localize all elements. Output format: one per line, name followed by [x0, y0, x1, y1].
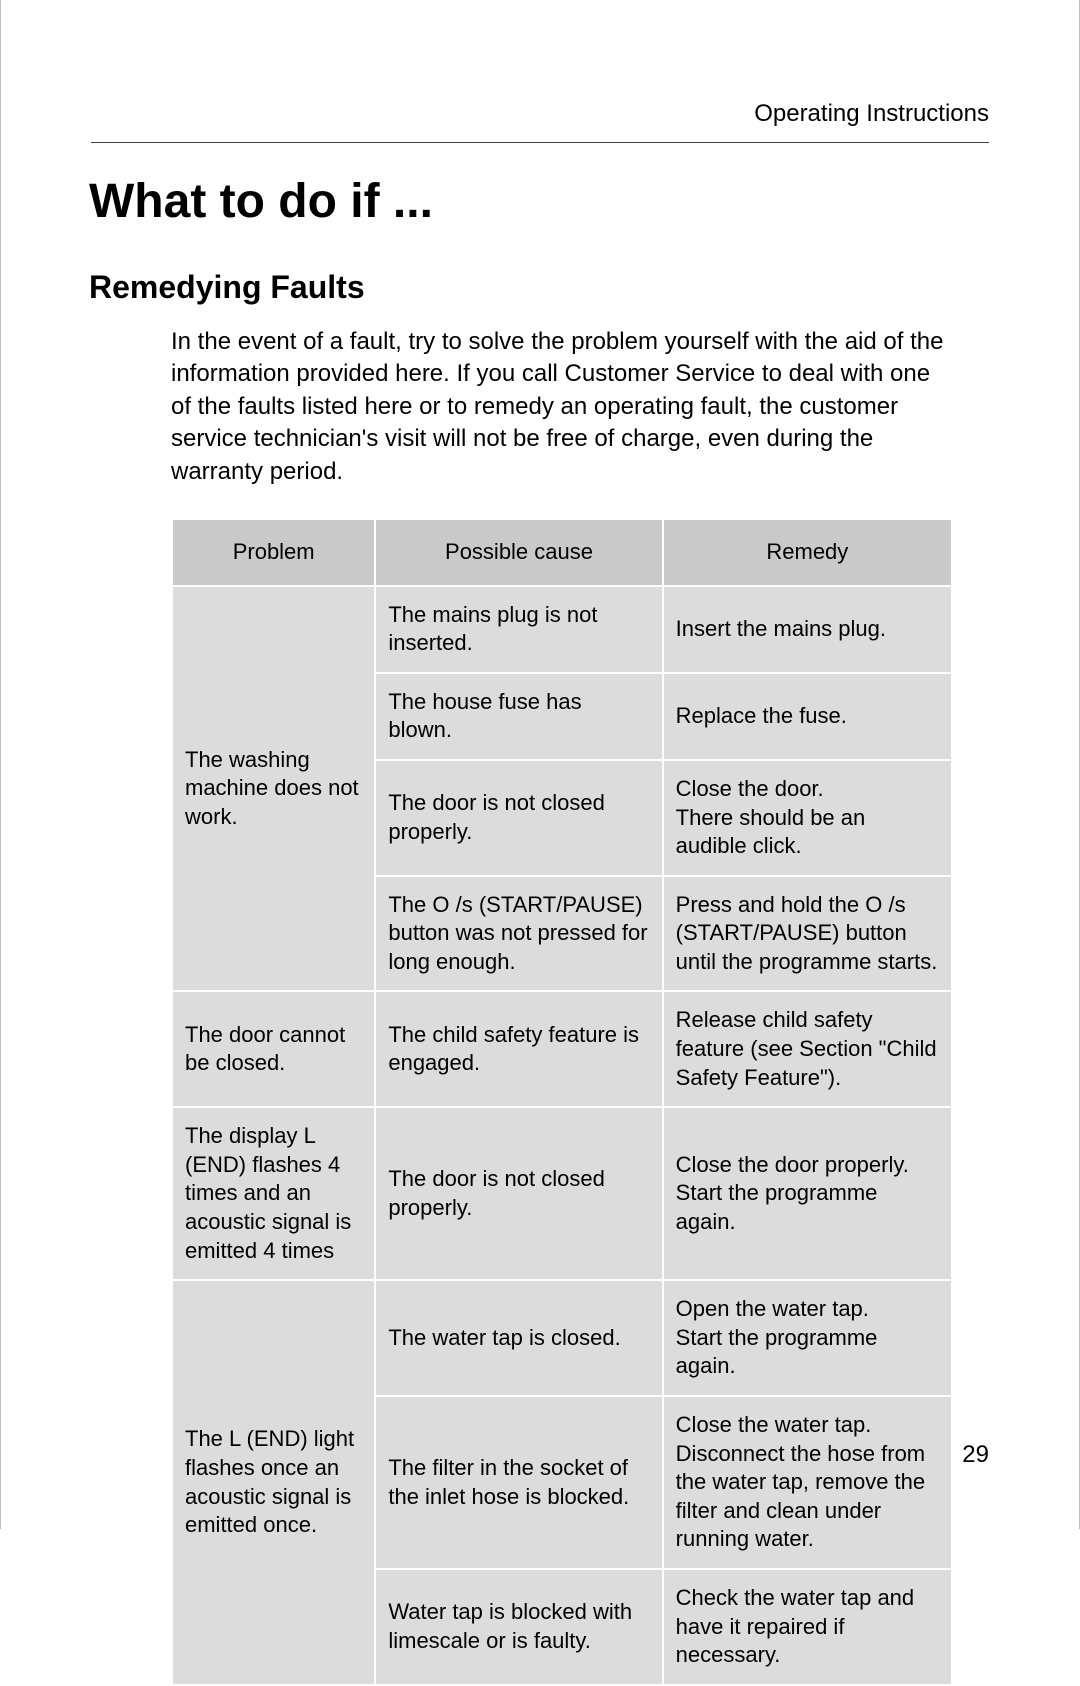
cell-cause: The door is not closed properly. — [375, 1107, 662, 1280]
table-row: The display L (END) flashes 4 times and … — [172, 1107, 952, 1280]
cell-problem: The washing machine does not work. — [172, 586, 375, 992]
col-header-remedy: Remedy — [663, 519, 952, 586]
page-title: What to do if ... — [89, 174, 991, 229]
page: Operating Instructions What to do if ...… — [0, 0, 1080, 1529]
cell-problem: The door cannot be closed. — [172, 991, 375, 1107]
intro-paragraph: In the event of a fault, try to solve th… — [171, 326, 951, 488]
header-rule — [91, 142, 989, 143]
cell-cause: The water tap is closed. — [375, 1280, 662, 1396]
cell-remedy: Close the door.There should be an audibl… — [663, 760, 952, 876]
cell-remedy: Release child safety feature (see Sectio… — [663, 991, 952, 1107]
cell-remedy: Insert the mains plug. — [663, 586, 952, 673]
cell-cause: The filter in the socket of the inlet ho… — [375, 1396, 662, 1569]
cell-problem: The display L (END) flashes 4 times and … — [172, 1107, 375, 1280]
cell-cause: The O /s (START/PAUSE) button was not pr… — [375, 876, 662, 992]
cell-remedy: Replace the fuse. — [663, 673, 952, 760]
cell-remedy: Open the water tap.Start the programme a… — [663, 1280, 952, 1396]
cell-remedy: Press and hold the O /s (START/PAUSE) bu… — [663, 876, 952, 992]
cell-remedy: Close the water tap. Disconnect the hose… — [663, 1396, 952, 1569]
cell-cause: The house fuse has blown. — [375, 673, 662, 760]
cell-cause: The door is not closed properly. — [375, 760, 662, 876]
col-header-cause: Possible cause — [375, 519, 662, 586]
table-header-row: Problem Possible cause Remedy — [172, 519, 952, 586]
cell-cause: Water tap is blocked with limescale or i… — [375, 1569, 662, 1685]
cell-remedy: Check the water tap and have it repaired… — [663, 1569, 952, 1685]
cell-cause: The child safety feature is engaged. — [375, 991, 662, 1107]
cell-remedy: Close the door properly. Start the progr… — [663, 1107, 952, 1280]
col-header-problem: Problem — [172, 519, 375, 586]
section-title: Remedying Faults — [89, 269, 991, 306]
page-number: 29 — [962, 1441, 989, 1469]
cell-cause: The mains plug is not inserted. — [375, 586, 662, 673]
table-row: The L (END) light flashes once an acoust… — [172, 1280, 952, 1396]
table-row: The washing machine does not work. The m… — [172, 586, 952, 673]
cell-problem: The L (END) light flashes once an acoust… — [172, 1280, 375, 1685]
table-row: The door cannot be closed. The child saf… — [172, 991, 952, 1107]
fault-table: Problem Possible cause Remedy The washin… — [171, 518, 953, 1686]
running-head: Operating Instructions — [754, 100, 989, 128]
